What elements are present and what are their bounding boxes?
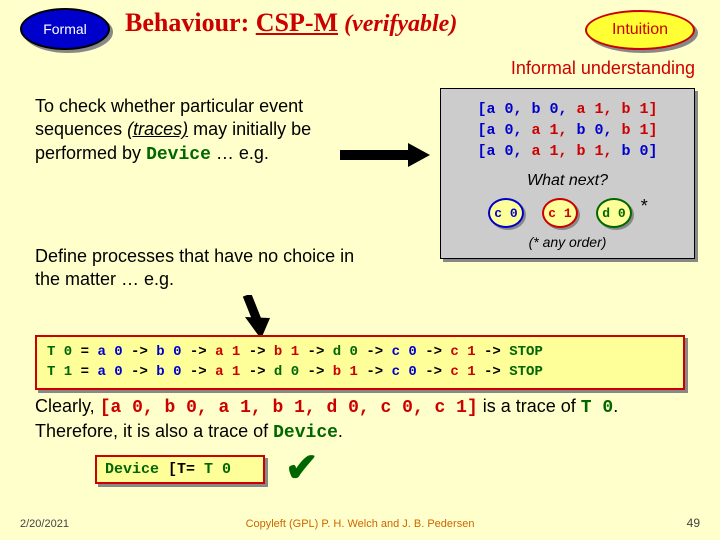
circle-c0: c 0 bbox=[488, 198, 524, 228]
arr: -> bbox=[240, 364, 274, 380]
ref-op: [T= bbox=[159, 461, 204, 478]
para1-c: … e.g. bbox=[211, 143, 269, 163]
b1: b 1 bbox=[333, 364, 358, 380]
b0: b 0 bbox=[156, 344, 181, 360]
code-line-1: T 0 = a 0 -> b 0 -> a 1 -> b 1 -> d 0 ->… bbox=[47, 343, 673, 363]
next-circles: c 0 c 1 d 0 * bbox=[449, 198, 686, 228]
c0: c 0 bbox=[392, 364, 417, 380]
intuition-badge: Intuition bbox=[585, 10, 695, 50]
informal-text: Informal understanding bbox=[511, 58, 695, 79]
b1: b 1 bbox=[274, 344, 299, 360]
p3e: . bbox=[338, 421, 343, 441]
code-box: T 0 = a 0 -> b 0 -> a 1 -> b 1 -> d 0 ->… bbox=[35, 335, 685, 390]
intuition-label: Intuition bbox=[612, 21, 668, 39]
formal-badge: Formal bbox=[20, 8, 110, 50]
d0: d 0 bbox=[333, 344, 358, 360]
t1: T 1 bbox=[47, 364, 72, 380]
eq: = bbox=[72, 344, 97, 360]
a1: a 1 bbox=[215, 364, 240, 380]
p3dev: Device bbox=[273, 423, 338, 443]
p3t0: T 0 bbox=[581, 398, 613, 418]
eq: = bbox=[72, 364, 97, 380]
arr: -> bbox=[299, 344, 333, 360]
paragraph-3: Clearly, [a 0, b 0, a 1, b 1, d 0, c 0, … bbox=[35, 395, 685, 446]
refinement-box: Device [T= T 0 bbox=[95, 455, 265, 484]
arr: -> bbox=[123, 344, 157, 360]
circle-c1: c 1 bbox=[542, 198, 578, 228]
slide-number: 49 bbox=[687, 516, 700, 530]
d0: d 0 bbox=[274, 364, 299, 380]
para1-traces: (traces) bbox=[127, 119, 188, 139]
star: * bbox=[640, 196, 647, 217]
p3b: is a trace of bbox=[478, 396, 581, 416]
paragraph-2: Define processes that have no choice in … bbox=[35, 245, 375, 292]
title-verif: (verifyable) bbox=[338, 11, 457, 37]
trace-lines: [a 0, b 0, a 1, b 1][a 0, a 1, b 0, b 1]… bbox=[449, 99, 686, 162]
p3d: Therefore, it is also a trace of bbox=[35, 421, 273, 441]
arr: -> bbox=[417, 364, 451, 380]
arr: -> bbox=[417, 344, 451, 360]
ref-device: Device bbox=[105, 461, 159, 478]
formal-label: Formal bbox=[43, 21, 87, 37]
arr: -> bbox=[476, 344, 510, 360]
any-order: (* any order) bbox=[449, 234, 686, 250]
code-line-2: T 1 = a 0 -> b 0 -> a 1 -> d 0 -> b 1 ->… bbox=[47, 363, 673, 383]
stop: STOP bbox=[509, 344, 543, 360]
arr: -> bbox=[181, 364, 215, 380]
title-csp: CSP-M bbox=[256, 8, 338, 37]
arr: -> bbox=[181, 344, 215, 360]
slide-title: Behaviour: CSP-M (verifyable) bbox=[125, 8, 457, 38]
p3c: . bbox=[613, 396, 618, 416]
arr: -> bbox=[123, 364, 157, 380]
c1: c 1 bbox=[450, 344, 475, 360]
c0: c 0 bbox=[392, 344, 417, 360]
title-behaviour: Behaviour: bbox=[125, 8, 256, 37]
a1: a 1 bbox=[215, 344, 240, 360]
ref-t0: T 0 bbox=[204, 461, 231, 478]
arr: -> bbox=[358, 344, 392, 360]
para1-device: Device bbox=[146, 145, 211, 165]
p3a: Clearly, bbox=[35, 396, 100, 416]
t0: T 0 bbox=[47, 344, 72, 360]
circle-d0: d 0 bbox=[596, 198, 632, 228]
c1: c 1 bbox=[450, 364, 475, 380]
trace-box: [a 0, b 0, a 1, b 1][a 0, a 1, b 0, b 1]… bbox=[440, 88, 695, 259]
check-icon: ✔ bbox=[285, 445, 319, 491]
arr: -> bbox=[358, 364, 392, 380]
p3trace: [a 0, b 0, a 1, b 1, d 0, c 0, c 1] bbox=[100, 398, 478, 418]
a0: a 0 bbox=[97, 344, 122, 360]
b0: b 0 bbox=[156, 364, 181, 380]
slide-copyleft: Copyleft (GPL) P. H. Welch and J. B. Ped… bbox=[246, 518, 475, 530]
arr: -> bbox=[299, 364, 333, 380]
stop: STOP bbox=[509, 364, 543, 380]
slide-date: 2/20/2021 bbox=[20, 518, 69, 530]
arr: -> bbox=[476, 364, 510, 380]
arr: -> bbox=[240, 344, 274, 360]
paragraph-1: To check whether particular event sequen… bbox=[35, 95, 385, 167]
a0: a 0 bbox=[97, 364, 122, 380]
arrow-down-icon bbox=[235, 295, 275, 340]
what-next: What next? bbox=[449, 172, 686, 190]
arrow-right-icon bbox=[340, 140, 430, 170]
